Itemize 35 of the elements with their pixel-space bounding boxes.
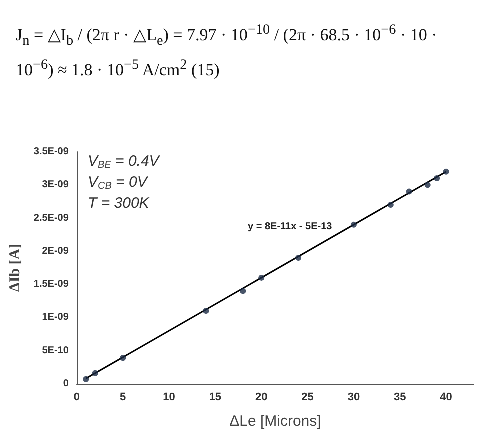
x-tick-label: 5 [120,392,126,404]
point [434,176,440,182]
point [258,274,265,281]
point [92,370,98,376]
point [240,288,246,294]
text: J$_{n}$ = △I$_{b}$ / (2π r · △L$_{e}$) = 7.97 · 10$^{−10}$ / (2π · 68.5 · 10$^{−6}$ · 10 · 10$^{−6}$) ≈ 1.8 · 10$^{−5}$ A/cm$^{2}$ (15) [16,22,438,80]
point [83,376,90,382]
y-tick-label: 0 [63,378,70,390]
y-tick-label: 3E-09 [42,180,70,191]
point [443,168,450,175]
point [406,188,412,195]
y-tick-label: 5E-10 [42,345,70,356]
y-tick-label: 1E-09 [42,312,70,324]
point [388,202,394,208]
x-tick-label: 0 [74,392,80,404]
x-tick-label: 20 [255,392,268,404]
x-tick-label: 40 [440,392,452,404]
x-tick-label: 25 [302,392,314,404]
point [350,222,357,228]
annotation: y = 8E-11x - 5E-13 [248,222,333,232]
point [424,182,431,188]
x-tick-label: 35 [394,392,406,404]
y-tick-label: 1.5E-09 [34,279,70,290]
x-tick-label: 15 [209,392,222,404]
x-tick-label: 10 [163,392,176,404]
y-tick-label: 2.5E-09 [34,212,70,224]
point [203,308,210,314]
x-axis-title: ΔLe [Microns] [230,413,322,430]
point [296,255,302,262]
annotation: T = 300K [88,195,150,212]
x-tick-label: 30 [348,392,360,404]
y-tick-label: 2E-09 [42,246,70,257]
y-axis-title: ΔIb [A] [8,244,24,292]
y-tick-label: 3.5E-09 [34,146,70,158]
point [120,355,126,362]
